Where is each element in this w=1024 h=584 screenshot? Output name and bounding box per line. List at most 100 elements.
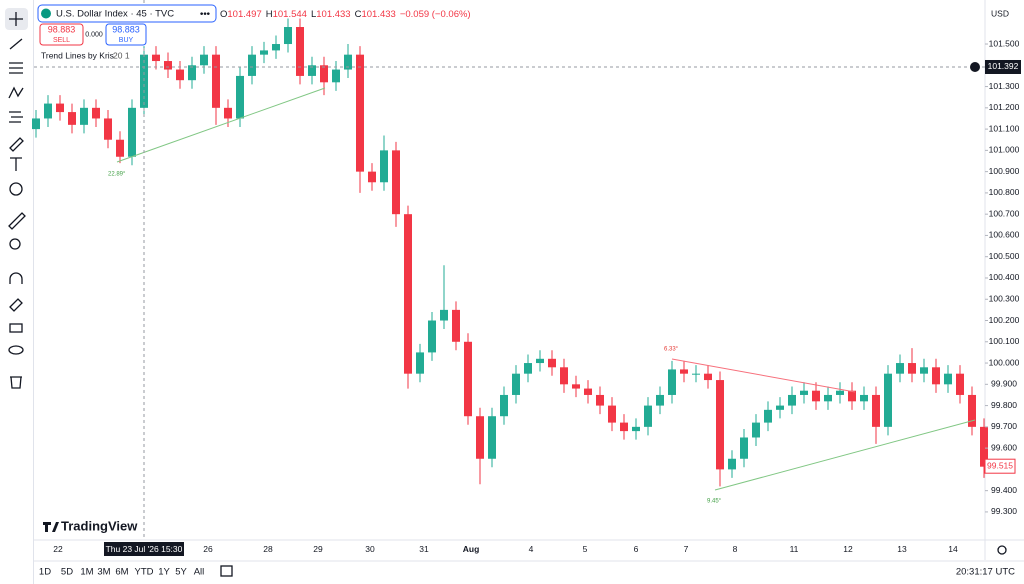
tool-magnet[interactable] xyxy=(9,272,23,284)
currency[interactable]: USD xyxy=(991,8,1009,18)
candle-body xyxy=(788,394,796,406)
candle-body xyxy=(800,390,808,395)
candle-body xyxy=(596,394,604,406)
candle-body xyxy=(272,44,280,51)
tool-ruler[interactable] xyxy=(8,212,26,230)
tool-text[interactable] xyxy=(10,157,22,171)
range-button[interactable]: 1D xyxy=(39,567,51,578)
candle-body xyxy=(392,150,400,215)
tool-brush[interactable] xyxy=(9,137,24,152)
candle-body xyxy=(512,373,520,395)
candle-body xyxy=(740,437,748,459)
sell-label: SELL xyxy=(53,37,70,44)
range-button[interactable]: 6M xyxy=(115,567,128,578)
sell-button[interactable] xyxy=(39,23,84,46)
x-tick-label: 14 xyxy=(948,544,958,554)
candle-body xyxy=(200,54,208,66)
tool-fib[interactable] xyxy=(9,62,23,74)
range-button[interactable]: YTD xyxy=(135,567,154,578)
y-tick-label: 100.500 xyxy=(989,251,1020,261)
range-button[interactable]: 1M xyxy=(80,567,93,578)
settings[interactable] xyxy=(997,545,1007,555)
indicator-params: 20 1 xyxy=(113,50,130,60)
ohlc-value: 101.433 xyxy=(361,9,395,20)
add-alert[interactable] xyxy=(970,61,980,72)
candle-body xyxy=(848,390,856,402)
angle-label: 6.33° xyxy=(664,347,679,353)
x-tick-label: 11 xyxy=(790,544,799,554)
ohlc-key: C xyxy=(355,9,362,20)
candle-body xyxy=(500,394,508,417)
y-tick-label: 100.600 xyxy=(989,230,1020,240)
candle-body xyxy=(944,373,952,385)
candle-body xyxy=(80,107,88,125)
crosshair-time: Thu 23 Jul '26 15:30 xyxy=(106,544,183,554)
tool-eye[interactable] xyxy=(8,345,24,355)
change: −0.059 (−0.06%) xyxy=(400,9,471,20)
tool-pattern[interactable] xyxy=(8,86,24,99)
buy-button[interactable] xyxy=(105,23,147,46)
ohlc-key: L xyxy=(311,9,316,20)
x-tick-label: 6 xyxy=(634,544,639,554)
candle-body xyxy=(212,54,220,108)
range-button[interactable]: 5D xyxy=(61,567,73,578)
more[interactable]: ••• xyxy=(200,9,211,20)
x-tick-label: 30 xyxy=(365,544,375,554)
candle-body xyxy=(188,65,196,81)
crosshair-price: 101.392 xyxy=(988,61,1019,71)
y-tick-label: 99.900 xyxy=(991,379,1017,389)
y-tick-label: 100.800 xyxy=(989,187,1020,197)
candle-body xyxy=(920,367,928,374)
candle-body xyxy=(584,388,592,395)
logo-mark xyxy=(43,522,59,532)
candle-body xyxy=(680,369,688,374)
symbol-icon xyxy=(41,8,51,19)
range-button[interactable]: All xyxy=(194,567,205,578)
symbol[interactable]: U.S. Dollar Index · 45 · TVC xyxy=(56,9,174,20)
candle-body xyxy=(476,416,484,459)
tool-stay[interactable] xyxy=(9,298,23,312)
candle-body xyxy=(224,107,232,119)
last-price: 99.515 xyxy=(987,460,1013,470)
calendar[interactable] xyxy=(220,565,233,577)
trend-line[interactable] xyxy=(714,419,976,491)
candle-body xyxy=(32,118,40,130)
tool-trash[interactable] xyxy=(10,376,22,389)
candle-body xyxy=(104,118,112,140)
candle-body xyxy=(116,139,124,157)
tool-cross[interactable] xyxy=(9,12,23,26)
range-button[interactable]: 1Y xyxy=(158,567,170,578)
tool-emoji[interactable] xyxy=(9,182,23,196)
ohlc: O101.497 H101.544 L101.433 C101.433 −0.059 (… xyxy=(220,9,471,20)
candle-body xyxy=(464,341,472,417)
x-tick-label: Aug xyxy=(463,544,480,554)
tool-zoom[interactable] xyxy=(9,238,21,250)
trend-line[interactable] xyxy=(671,358,856,393)
candle-body xyxy=(308,65,316,76)
toolbar xyxy=(0,0,34,584)
tool-lock[interactable] xyxy=(9,323,23,333)
tool-forecast[interactable] xyxy=(9,111,23,123)
x-tick-label: 29 xyxy=(313,544,323,554)
y-tick-label: 101.100 xyxy=(989,123,1020,133)
candle-body xyxy=(128,107,136,157)
indicator[interactable]: Trend Lines by Kris xyxy=(41,50,114,60)
x-tick-label: 4 xyxy=(529,544,534,554)
candle-body xyxy=(776,405,784,410)
candle-body xyxy=(236,75,244,119)
range-button[interactable]: 3M xyxy=(97,567,110,578)
range-button[interactable]: 5Y xyxy=(175,567,187,578)
y-tick-label: 99.300 xyxy=(991,506,1017,516)
candle-body xyxy=(752,422,760,438)
symbol-box[interactable] xyxy=(37,4,217,23)
y-tick-label: 99.700 xyxy=(991,421,1017,431)
y-tick-label: 99.400 xyxy=(991,485,1017,495)
candle-body xyxy=(404,214,412,374)
x-tick-label: 12 xyxy=(843,544,853,554)
tool-line[interactable] xyxy=(9,38,23,50)
time-axis: 22 26 28 29 30 31 Aug 4 5 6 7 8 11 12 13 14 xyxy=(53,544,958,554)
logo: TradingView xyxy=(61,518,138,533)
trend-line[interactable] xyxy=(116,87,326,163)
y-tick-label: 99.800 xyxy=(991,400,1017,410)
